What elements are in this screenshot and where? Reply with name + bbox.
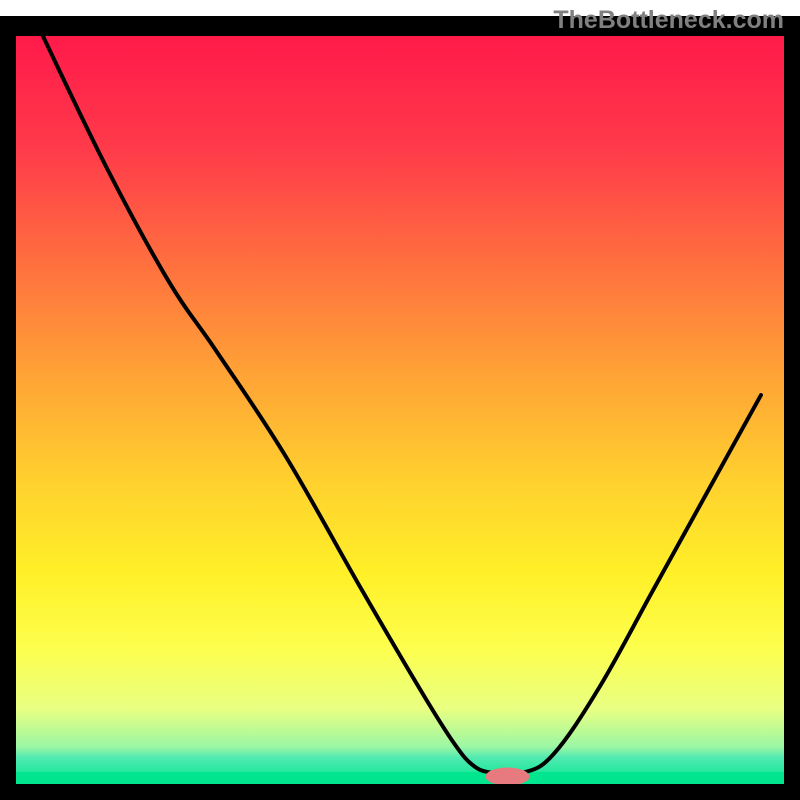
- bottleneck-chart: [0, 0, 800, 800]
- optimal-marker: [486, 768, 530, 786]
- watermark-text: TheBottleneck.com: [553, 6, 784, 35]
- chart-background: [16, 36, 784, 784]
- baseline-band: [16, 772, 784, 784]
